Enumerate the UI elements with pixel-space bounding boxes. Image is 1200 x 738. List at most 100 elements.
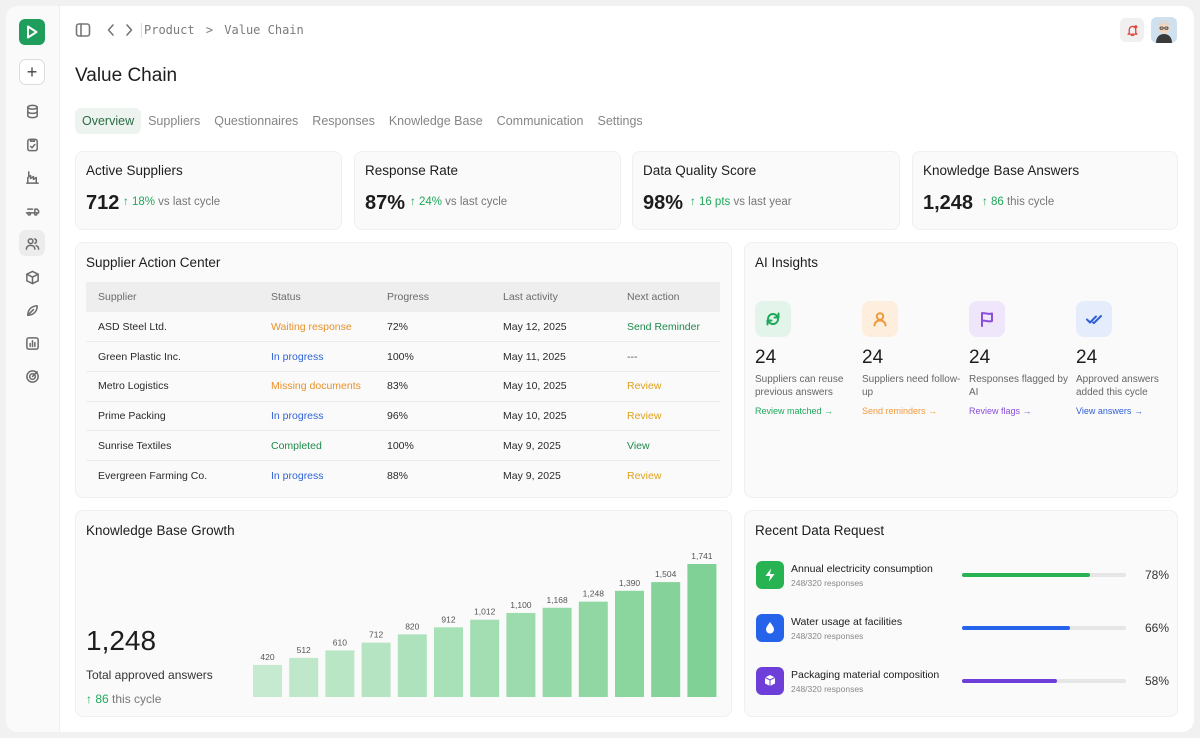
data-request-row[interactable]: Packaging material composition 248/320 re… <box>756 667 1170 697</box>
tab-knowledge-base[interactable]: Knowledge Base <box>388 114 483 128</box>
chart-bar[interactable] <box>687 564 717 697</box>
divider <box>141 23 142 38</box>
next-action-link[interactable]: Review <box>627 469 662 482</box>
data-request-row[interactable]: Water usage at facilities 248/320 respons… <box>756 614 1169 644</box>
new-button[interactable]: + <box>19 59 45 85</box>
table-row[interactable]: Green Plastic Inc. In progress 100% May 11,… <box>86 341 720 372</box>
status-cell: Completed <box>259 430 375 461</box>
tab-bar: Overview Suppliers Questionnaires Respon… <box>75 108 650 134</box>
insight-link[interactable]: View answers → <box>1076 406 1143 416</box>
kpi-card-response-rate: Response Rate 87% ↑ 24% vs last cycle <box>354 151 621 230</box>
table-row[interactable]: ASD Steel Ltd. Waiting response 72% May 12,… <box>86 312 720 343</box>
progress-fill <box>962 679 1058 683</box>
progress-track <box>962 679 1126 683</box>
insight-link[interactable]: Send reminders → <box>862 406 938 416</box>
column-header[interactable]: Next action <box>615 282 720 312</box>
tab-overview[interactable]: Overview <box>75 108 142 134</box>
tab-suppliers[interactable]: Suppliers <box>148 114 201 128</box>
back-icon[interactable] <box>106 22 116 38</box>
recent-data-request: Recent Data Request Annual electricity c… <box>744 510 1178 717</box>
data-request-row[interactable]: Annual electricity consumption 248/320 re… <box>756 561 1170 591</box>
chart-bar[interactable] <box>361 642 391 697</box>
progress-cell: 100% <box>375 341 491 372</box>
tab-communication[interactable]: Communication <box>496 114 584 128</box>
next-action-link[interactable]: --- <box>615 341 720 372</box>
sidebar-toggle-icon[interactable] <box>75 22 91 38</box>
column-header[interactable]: Progress <box>375 282 491 312</box>
next-action-link[interactable]: Send Reminder <box>615 312 720 343</box>
progress-cell: 72% <box>375 312 491 343</box>
chart-bar[interactable] <box>542 607 572 697</box>
table-row[interactable]: Metro Logistics Missing documents 83% May 1… <box>86 371 720 402</box>
progress-cell: 96% <box>375 401 491 432</box>
chart-bar[interactable] <box>397 634 427 697</box>
clipboard-icon[interactable] <box>19 131 45 157</box>
kpi-label: Data Quality Score <box>643 163 757 178</box>
bar-value-label: 1,390 <box>619 578 641 588</box>
truck-icon[interactable] <box>19 197 45 223</box>
kpi-card-data-quality: Data Quality Score 98% ↑ 16 pts vs last … <box>632 151 900 230</box>
kb-growth-chart: 420 512 610 712 820 912 1,012 1,100 1,168 1,248 1,… <box>253 551 717 697</box>
chart-bar[interactable] <box>506 612 536 697</box>
column-header[interactable]: Supplier <box>86 282 259 312</box>
next-action-link[interactable]: Review <box>615 371 720 402</box>
insight-link[interactable]: Review matched → <box>755 406 834 416</box>
kb-delta: ↑ 86 this cycle <box>86 692 161 706</box>
tab-responses[interactable]: Responses <box>312 114 375 128</box>
request-percent: 78% <box>1145 568 1170 582</box>
forward-icon[interactable] <box>124 22 134 38</box>
play-logo-icon[interactable] <box>19 19 45 45</box>
kpi-delta-note: vs last cycle <box>445 196 508 208</box>
refresh-icon <box>755 301 791 337</box>
status-cell: In progress <box>259 401 375 432</box>
chart-bar[interactable] <box>615 590 644 697</box>
progress-cell: 83% <box>375 371 491 402</box>
insight-value: 24 <box>1076 347 1098 368</box>
chart-bar[interactable] <box>434 627 463 697</box>
insight-item: 24 Responses flagged by AI Review flags → <box>969 301 1073 416</box>
table-row[interactable]: Sunrise Textiles Completed 100% May 9, 2025… <box>86 430 720 461</box>
card-title: Supplier Action Center <box>86 255 221 270</box>
insight-value: 24 <box>969 347 991 368</box>
chart-bar[interactable] <box>253 664 282 697</box>
tab-settings[interactable]: Settings <box>597 114 643 128</box>
user-icon <box>862 301 898 337</box>
card-title: Knowledge Base Growth <box>86 523 235 538</box>
chart-icon[interactable] <box>19 330 45 356</box>
chart-bar[interactable] <box>325 650 355 697</box>
avatar[interactable] <box>1151 17 1177 43</box>
leaf-icon[interactable] <box>19 297 45 323</box>
bar-value-label: 512 <box>297 645 311 655</box>
box-icon[interactable] <box>19 264 45 290</box>
breadcrumb-item-product[interactable]: Product <box>144 23 195 37</box>
chart-bar[interactable] <box>578 601 608 697</box>
chart-bar[interactable] <box>289 657 319 697</box>
supplier-table: Supplier Status Progress Last activity N… <box>86 282 720 490</box>
next-action-link[interactable]: View <box>615 430 720 461</box>
factory-icon[interactable] <box>19 164 45 190</box>
column-header[interactable]: Last activity <box>491 282 615 312</box>
insight-link[interactable]: Review flags → <box>969 406 1032 416</box>
kpi-value: 712 <box>86 192 120 214</box>
table-row[interactable]: Evergreen Farming Co. In progress 88% May 9… <box>86 460 720 490</box>
double-check-icon <box>1076 301 1112 337</box>
table-row[interactable]: Prime Packing In progress 96% May 10, 2025 R… <box>86 401 720 432</box>
chart-bar[interactable] <box>470 619 500 697</box>
column-header[interactable]: Status <box>259 282 375 312</box>
kpi-delta-value: ↑ 86 <box>982 196 1004 208</box>
notification-button[interactable] <box>1120 18 1144 42</box>
bar-value-label: 420 <box>260 652 274 662</box>
chart-bar[interactable] <box>651 582 681 697</box>
kpi-delta: ↑ 18% vs last cycle <box>123 196 220 208</box>
tab-questionnaires[interactable]: Questionnaires <box>214 114 299 128</box>
supplier-name: Green Plastic Inc. <box>86 341 259 372</box>
request-percent: 58% <box>1145 674 1170 688</box>
users-icon[interactable] <box>19 230 45 256</box>
database-icon[interactable] <box>19 98 45 124</box>
target-icon[interactable] <box>19 363 45 389</box>
kpi-delta-note: this cycle <box>1006 196 1055 208</box>
progress-fill <box>962 626 1071 630</box>
breadcrumb: Product > Value Chain <box>144 23 304 37</box>
next-action-link[interactable]: Review <box>615 401 720 432</box>
supplier-name: Prime Packing <box>86 401 259 432</box>
